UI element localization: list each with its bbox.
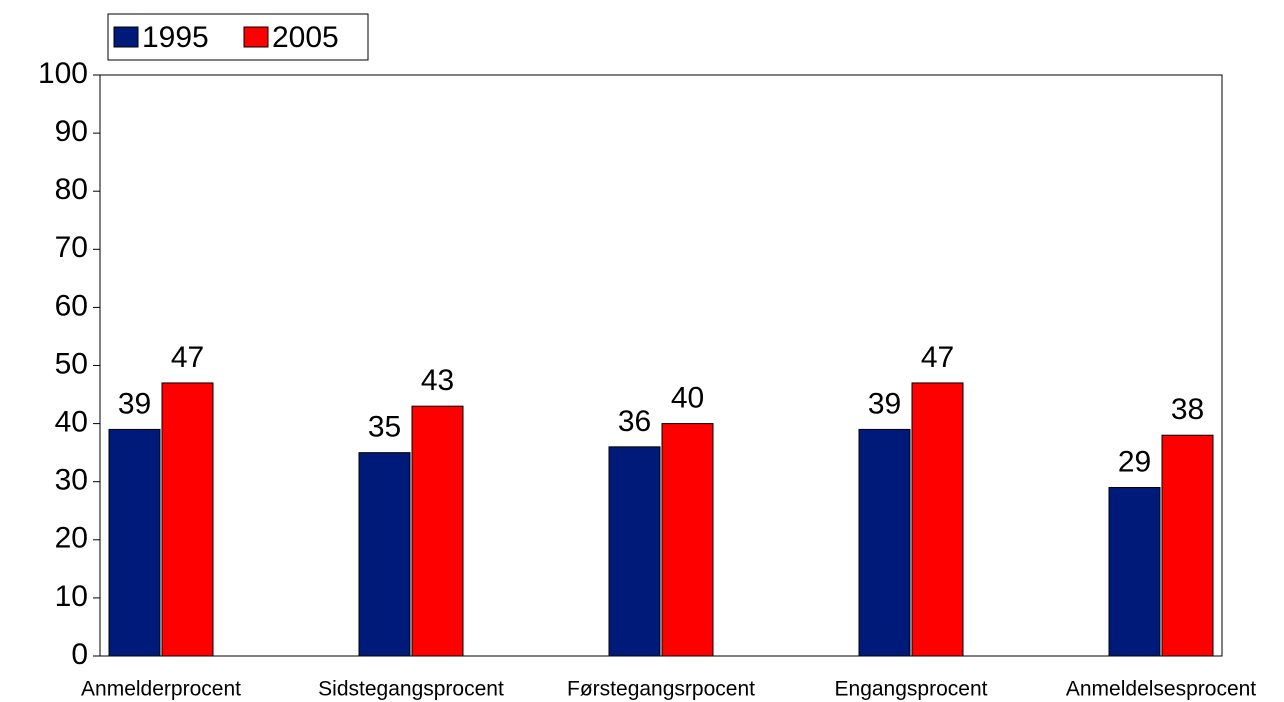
value-label: 36 bbox=[618, 405, 651, 438]
value-label: 35 bbox=[368, 411, 401, 444]
bar bbox=[608, 446, 661, 657]
x-tick-label: Førstegangsrpocent bbox=[567, 678, 755, 701]
value-label: 43 bbox=[421, 364, 454, 397]
bar bbox=[108, 428, 161, 657]
y-tick-label: 20 bbox=[55, 522, 88, 555]
legend-swatch bbox=[113, 26, 139, 48]
y-tick-label: 80 bbox=[55, 173, 88, 206]
value-label: 39 bbox=[118, 387, 151, 420]
x-tick-label: Engangsprocent bbox=[835, 678, 988, 701]
y-tick-label: 70 bbox=[55, 231, 88, 264]
x-tick-label: Sidstegangsprocent bbox=[318, 678, 504, 701]
y-tick-label: 60 bbox=[55, 289, 88, 322]
y-tick-label: 50 bbox=[55, 347, 88, 380]
value-label: 40 bbox=[671, 382, 704, 415]
value-label: 29 bbox=[1118, 445, 1151, 478]
y-tick-label: 30 bbox=[55, 464, 88, 497]
value-label: 38 bbox=[1171, 393, 1204, 426]
value-label: 39 bbox=[868, 387, 901, 420]
y-tick-label: 40 bbox=[55, 406, 88, 439]
legend-label: 2005 bbox=[272, 21, 339, 54]
bar bbox=[161, 382, 214, 657]
bar bbox=[661, 423, 714, 657]
bar bbox=[1108, 487, 1161, 657]
legend-box bbox=[107, 13, 369, 61]
legend-label: 1995 bbox=[142, 21, 209, 54]
value-label: 47 bbox=[921, 341, 954, 374]
bar bbox=[1161, 434, 1214, 657]
x-tick-label: Anmelderprocent bbox=[81, 678, 241, 701]
value-label: 47 bbox=[171, 341, 204, 374]
y-tick-label: 10 bbox=[55, 580, 88, 613]
y-tick-label: 0 bbox=[71, 638, 88, 671]
y-tick-label: 100 bbox=[38, 57, 88, 90]
legend-swatch bbox=[243, 26, 269, 48]
bar bbox=[911, 382, 964, 657]
bar bbox=[411, 405, 464, 657]
plot-frame bbox=[99, 74, 1223, 657]
bar bbox=[358, 452, 411, 657]
y-tick-label: 90 bbox=[55, 115, 88, 148]
x-tick-label: Anmeldelsesprocent bbox=[1066, 678, 1256, 701]
bar bbox=[858, 428, 911, 657]
